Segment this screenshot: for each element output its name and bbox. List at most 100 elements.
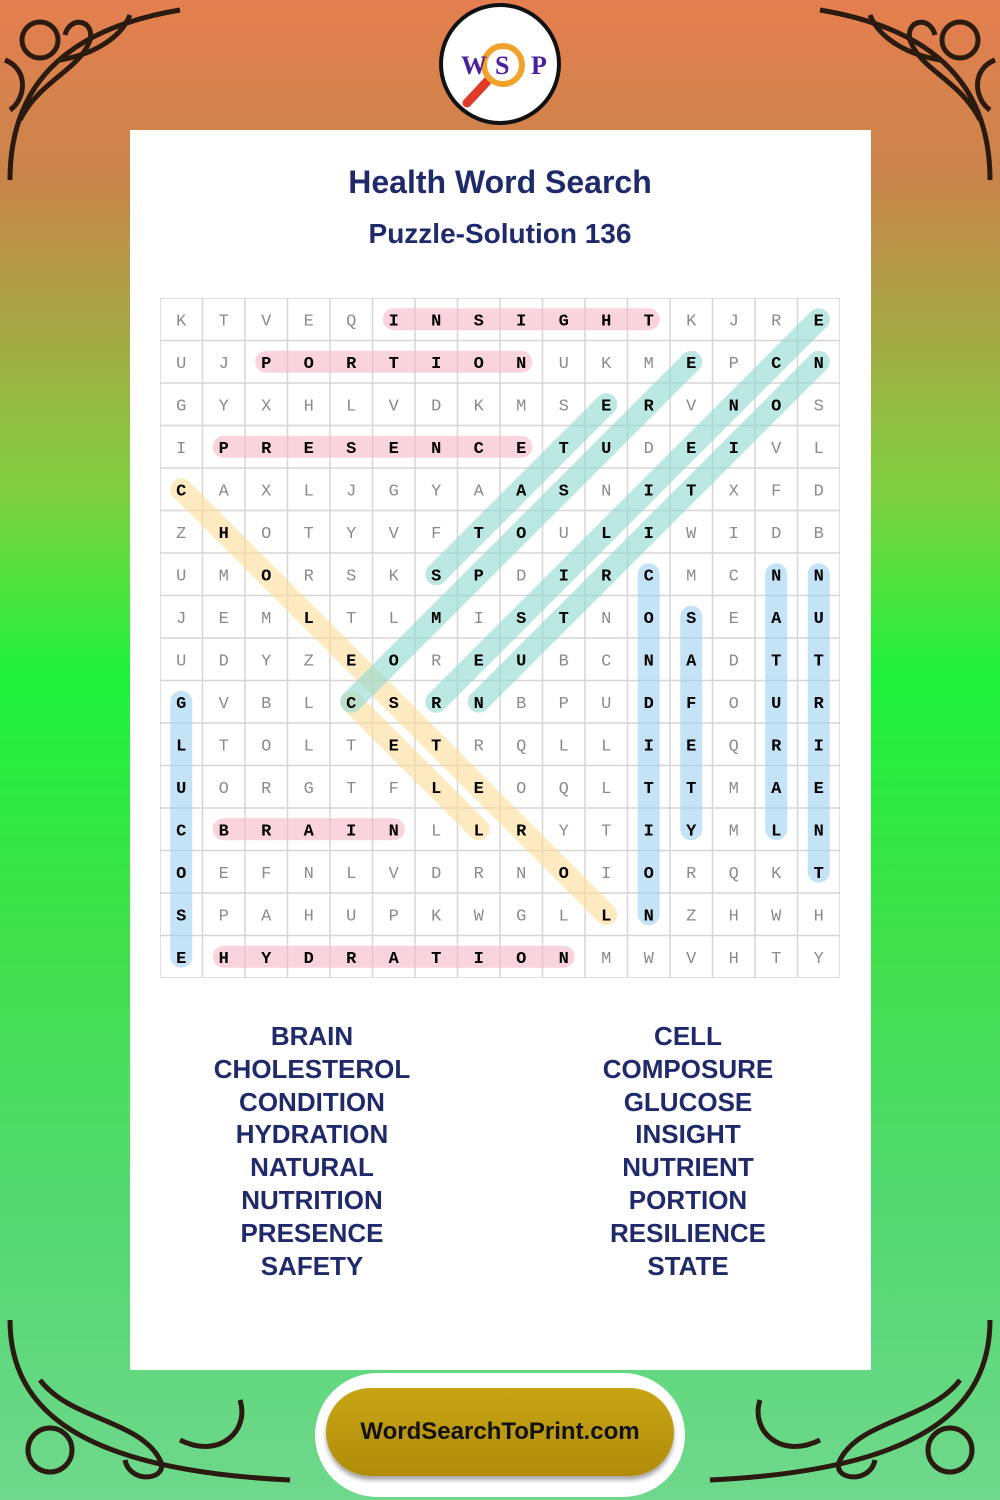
grid-letter[interactable]: W xyxy=(474,907,485,926)
grid-letter[interactable]: W xyxy=(771,907,782,926)
grid-letter[interactable]: L xyxy=(176,737,186,756)
grid-letter[interactable]: R xyxy=(304,567,314,586)
site-logo[interactable]: W S P xyxy=(439,3,561,125)
grid-letter[interactable]: L xyxy=(771,822,781,841)
grid-letter[interactable]: Y xyxy=(686,822,697,841)
grid-letter[interactable]: L xyxy=(601,780,611,799)
grid-letter[interactable]: O xyxy=(644,610,654,629)
grid-letter[interactable]: H xyxy=(814,907,824,926)
grid-letter[interactable]: Q xyxy=(559,780,569,799)
grid-letter[interactable]: L xyxy=(304,737,314,756)
grid-letter[interactable]: S xyxy=(516,610,526,629)
grid-letter[interactable]: I xyxy=(814,737,824,756)
grid-letter[interactable]: R xyxy=(261,822,272,841)
grid-letter[interactable]: L xyxy=(389,610,399,629)
grid-letter[interactable]: R xyxy=(516,822,527,841)
grid-letter[interactable]: H xyxy=(219,950,229,969)
grid-letter[interactable]: U xyxy=(814,610,824,629)
grid-letter[interactable]: L xyxy=(346,865,356,884)
grid-letter[interactable]: U xyxy=(771,695,781,714)
grid-letter[interactable]: T xyxy=(559,440,569,459)
grid-letter[interactable]: E xyxy=(176,950,186,969)
grid-letter[interactable]: T xyxy=(771,652,781,671)
grid-letter[interactable]: D xyxy=(814,482,824,501)
grid-letter[interactable]: R xyxy=(261,780,271,799)
grid-letter[interactable]: R xyxy=(686,865,696,884)
grid-letter[interactable]: B xyxy=(261,695,271,714)
grid-letter[interactable]: Y xyxy=(346,525,356,544)
grid-letter[interactable]: L xyxy=(559,907,569,926)
grid-letter[interactable]: O xyxy=(176,865,186,884)
grid-letter[interactable]: R xyxy=(644,397,655,416)
grid-letter[interactable]: V xyxy=(389,865,400,884)
grid-letter[interactable]: H xyxy=(304,907,314,926)
grid-letter[interactable]: N xyxy=(729,397,739,416)
grid-letter[interactable]: M xyxy=(686,567,696,586)
grid-letter[interactable]: M xyxy=(729,822,739,841)
grid-letter[interactable]: R xyxy=(346,950,357,969)
grid-letter[interactable]: V xyxy=(771,440,782,459)
grid-letter[interactable]: A xyxy=(389,950,400,969)
word-search-grid[interactable]: K T V E Q I N S I G H T K J R E U J P O R T I O N U K M E P C N G Y X H L V D K… xyxy=(160,298,840,978)
grid-letter[interactable]: D xyxy=(644,695,654,714)
grid-letter[interactable]: N xyxy=(516,865,526,884)
grid-letter[interactable]: F xyxy=(261,865,271,884)
grid-letter[interactable]: P xyxy=(219,907,229,926)
grid-letter[interactable]: E xyxy=(389,737,399,756)
grid-letter[interactable]: U xyxy=(176,567,186,586)
grid-letter[interactable]: T xyxy=(686,482,696,501)
grid-letter[interactable]: H xyxy=(729,950,739,969)
grid-letter[interactable]: T xyxy=(346,737,356,756)
grid-letter[interactable]: S xyxy=(389,695,399,714)
grid-letter[interactable]: S xyxy=(814,397,824,416)
grid-letter[interactable]: L xyxy=(304,695,314,714)
grid-letter[interactable]: T xyxy=(389,355,399,374)
grid-letter[interactable]: E xyxy=(389,440,399,459)
grid-letter[interactable]: X xyxy=(261,397,271,416)
grid-letter[interactable]: W xyxy=(644,950,655,969)
grid-letter[interactable]: N xyxy=(814,567,824,586)
grid-letter[interactable]: N xyxy=(516,355,526,374)
grid-letter[interactable]: A xyxy=(771,780,782,799)
grid-letter[interactable]: J xyxy=(176,610,186,629)
grid-letter[interactable]: J xyxy=(219,355,229,374)
grid-letter[interactable]: N xyxy=(814,822,824,841)
grid-letter[interactable]: G xyxy=(304,780,314,799)
grid-letter[interactable]: R xyxy=(346,355,357,374)
grid-letter[interactable]: I xyxy=(431,355,441,374)
grid-letter[interactable]: R xyxy=(261,440,272,459)
grid-letter[interactable]: T xyxy=(346,780,356,799)
grid-letter[interactable]: K xyxy=(431,907,442,926)
grid-letter[interactable]: D xyxy=(219,652,229,671)
grid-letter[interactable]: L xyxy=(431,780,441,799)
grid-letter[interactable]: D xyxy=(644,440,654,459)
grid-letter[interactable]: E xyxy=(601,397,611,416)
grid-letter[interactable]: A xyxy=(261,907,272,926)
grid-letter[interactable]: X xyxy=(261,482,271,501)
grid-letter[interactable]: S xyxy=(346,440,356,459)
grid-letter[interactable]: O xyxy=(261,525,271,544)
grid-letter[interactable]: B xyxy=(219,822,229,841)
grid-letter[interactable]: Y xyxy=(559,822,569,841)
grid-letter[interactable]: S xyxy=(686,610,696,629)
grid-letter[interactable]: K xyxy=(474,397,485,416)
grid-letter[interactable]: Y xyxy=(431,482,441,501)
grid-letter[interactable]: P xyxy=(219,440,229,459)
grid-letter[interactable]: G xyxy=(389,482,399,501)
grid-letter[interactable]: H xyxy=(219,525,229,544)
grid-letter[interactable]: M xyxy=(261,610,271,629)
grid-letter[interactable]: Q xyxy=(729,865,739,884)
grid-letter[interactable]: Z xyxy=(686,907,696,926)
grid-letter[interactable]: R xyxy=(771,312,781,331)
grid-letter[interactable]: I xyxy=(644,525,654,544)
grid-letter[interactable]: M xyxy=(601,950,611,969)
grid-letter[interactable]: Y xyxy=(261,950,272,969)
grid-letter[interactable]: S xyxy=(431,567,441,586)
grid-letter[interactable]: L xyxy=(601,907,611,926)
grid-letter[interactable]: U xyxy=(346,907,356,926)
grid-letter[interactable]: F xyxy=(389,780,399,799)
grid-letter[interactable]: I xyxy=(389,312,399,331)
grid-letter[interactable]: P xyxy=(729,355,739,374)
grid-letter[interactable]: I xyxy=(474,610,484,629)
grid-letter[interactable]: L xyxy=(304,482,314,501)
